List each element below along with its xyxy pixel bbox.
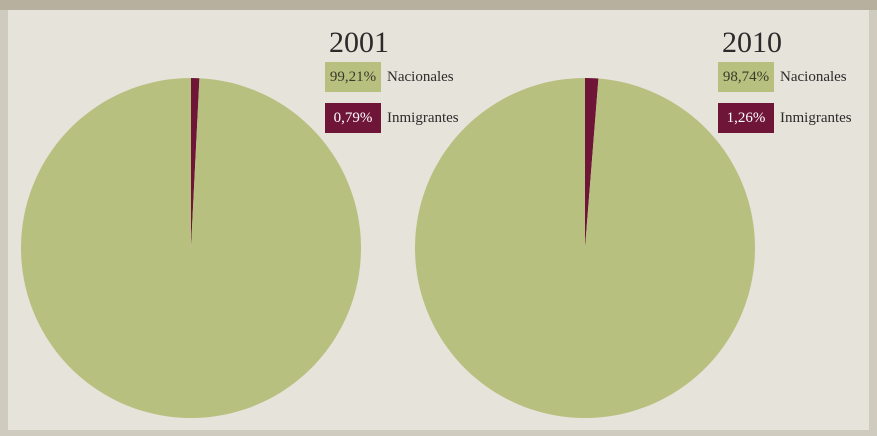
pie-slice-inmigrantes-2010 xyxy=(585,78,599,248)
chart-title-2001: 2001 xyxy=(329,26,389,59)
pie-chart-2010 xyxy=(414,78,755,418)
legend-value-nacionales-2010: 98,74% xyxy=(718,62,774,92)
pie-slice-inmigrantes-2001 xyxy=(191,78,200,248)
chart-title-2010: 2010 xyxy=(722,26,782,59)
top-bar xyxy=(0,0,877,10)
pie-slice-nacionales-2001 xyxy=(21,78,362,419)
legend-item-nacionales-2001: 99,21% Nacionales xyxy=(325,62,454,92)
legend-label-inmigrantes-2001: Inmigrantes xyxy=(387,109,459,126)
legend-value-nacionales-2001: 99,21% xyxy=(325,62,381,92)
pie-slice-nacionales-2010 xyxy=(414,78,755,418)
legend-label-inmigrantes-2010: Inmigrantes xyxy=(780,109,852,126)
legend-value-inmigrantes-2001: 0,79% xyxy=(325,103,381,133)
legend-label-nacionales-2001: Nacionales xyxy=(387,68,454,85)
legend-item-nacionales-2010: 98,74% Nacionales xyxy=(718,62,847,92)
legend-value-inmigrantes-2010: 1,26% xyxy=(718,103,774,133)
legend-label-nacionales-2010: Nacionales xyxy=(780,68,847,85)
pie-chart-2001 xyxy=(21,78,362,419)
legend-item-inmigrantes-2001: 0,79% Inmigrantes xyxy=(325,103,459,133)
legend-item-inmigrantes-2010: 1,26% Inmigrantes xyxy=(718,103,852,133)
